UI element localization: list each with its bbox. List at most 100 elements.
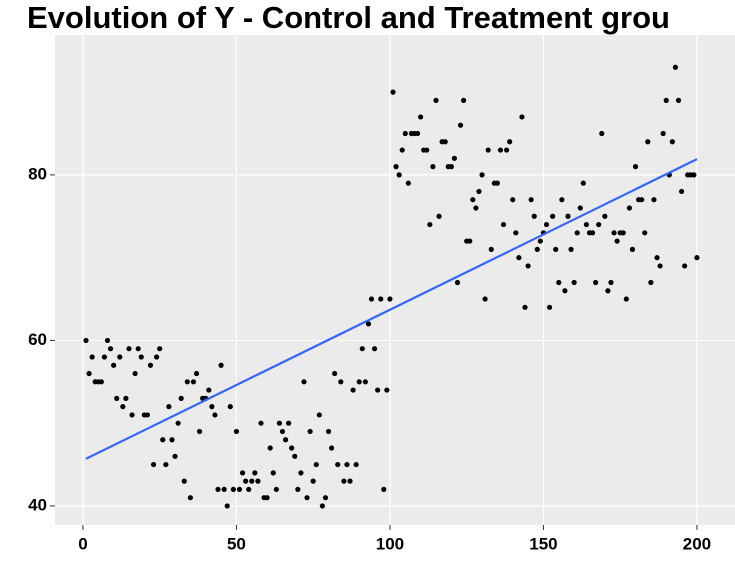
point	[163, 461, 169, 468]
point	[550, 213, 556, 219]
point	[144, 412, 151, 418]
point	[553, 246, 559, 252]
point	[239, 470, 246, 476]
point	[654, 255, 660, 261]
x-tick-label: 150	[529, 534, 557, 553]
point	[267, 445, 273, 451]
point	[322, 495, 329, 501]
fit-line	[85, 158, 698, 460]
point	[307, 428, 313, 435]
point	[147, 362, 154, 368]
point	[651, 197, 657, 203]
point	[273, 486, 279, 493]
point	[620, 230, 626, 236]
point	[476, 188, 482, 195]
point	[368, 296, 375, 302]
point	[525, 263, 531, 269]
point	[461, 97, 467, 103]
point	[418, 114, 424, 120]
point	[405, 180, 411, 186]
point	[332, 370, 338, 377]
point	[350, 387, 356, 393]
point	[365, 321, 372, 327]
point	[286, 420, 292, 426]
point	[184, 379, 190, 385]
point	[233, 428, 240, 435]
point	[157, 346, 163, 352]
point	[427, 221, 433, 228]
point	[577, 205, 583, 211]
point	[507, 139, 513, 145]
point	[172, 453, 178, 459]
point	[488, 246, 494, 252]
point	[335, 461, 341, 468]
point	[160, 437, 166, 443]
point	[249, 478, 255, 484]
point	[531, 213, 537, 219]
x-tick-label: 200	[683, 534, 711, 553]
point	[399, 147, 405, 153]
point	[675, 97, 682, 103]
point	[83, 337, 89, 344]
point	[276, 420, 283, 426]
point	[694, 255, 700, 261]
point	[623, 296, 629, 302]
point	[457, 122, 464, 128]
point	[187, 495, 193, 501]
point	[135, 346, 141, 352]
y-tick-label: 80	[28, 164, 47, 183]
point	[593, 279, 599, 286]
point	[313, 461, 319, 468]
point	[255, 478, 261, 484]
point	[589, 230, 596, 236]
point	[236, 486, 243, 493]
point	[442, 139, 448, 145]
point	[519, 114, 525, 120]
point	[289, 445, 295, 451]
point	[209, 404, 215, 410]
point	[451, 155, 458, 161]
x-tick-label: 100	[376, 534, 404, 553]
point	[473, 205, 479, 211]
point	[206, 387, 212, 393]
point	[193, 370, 200, 377]
point	[329, 445, 335, 451]
point	[390, 89, 396, 95]
point	[500, 221, 507, 228]
point	[169, 437, 175, 443]
point	[282, 437, 289, 443]
point	[568, 246, 574, 252]
point	[371, 346, 378, 352]
point	[224, 503, 230, 509]
point	[648, 279, 654, 286]
point	[227, 404, 233, 410]
x-tick-label: 0	[78, 534, 87, 553]
point	[190, 379, 197, 385]
point	[89, 354, 95, 360]
point	[562, 288, 568, 294]
point	[436, 213, 442, 219]
point	[574, 230, 580, 236]
point	[221, 486, 227, 493]
point	[98, 379, 104, 385]
point	[270, 470, 276, 476]
point	[292, 453, 298, 459]
point	[264, 495, 270, 501]
point	[534, 246, 540, 252]
point	[316, 412, 322, 418]
point	[178, 395, 184, 401]
point	[212, 412, 218, 418]
point	[639, 197, 645, 203]
point	[301, 379, 307, 385]
point	[154, 354, 160, 360]
point	[86, 370, 92, 377]
point	[663, 97, 669, 103]
point	[556, 279, 562, 286]
point	[132, 370, 138, 377]
point	[150, 461, 157, 468]
point	[642, 230, 648, 236]
point	[120, 404, 126, 410]
point	[678, 188, 685, 195]
point	[230, 486, 236, 493]
